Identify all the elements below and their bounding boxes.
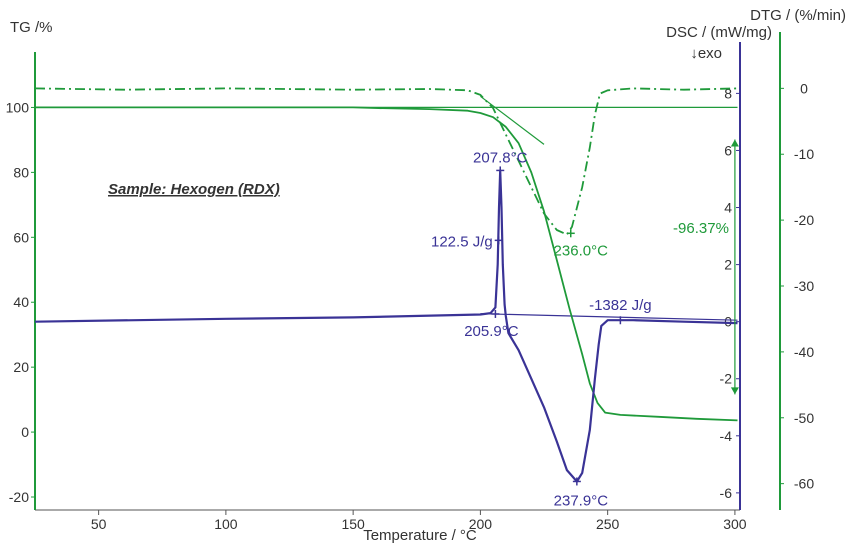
sample-label: Sample: Hexogen (RDX) xyxy=(108,181,280,198)
annotation-label: 236.0°C xyxy=(554,242,609,259)
axes-layer: 50 100 150 200 250 300-20020406080100-6-4-202… xyxy=(6,32,814,532)
dtg-tick-label: -60 xyxy=(794,476,814,492)
series-layer xyxy=(34,87,738,483)
dtg-series-line xyxy=(34,87,738,236)
annotation-label: 207.8°C xyxy=(473,149,528,166)
dtg-tick-label: 0 xyxy=(800,80,808,96)
tg-tick-label: 40 xyxy=(13,294,29,310)
x-axis-title: Temperature / °C xyxy=(363,527,477,543)
dsc-tick-label: 4 xyxy=(724,200,732,216)
dtg-axis-title: DTG / (%/min) xyxy=(750,7,846,24)
dtg-tick-label: -20 xyxy=(794,212,814,228)
x-tick-label: 50 xyxy=(91,516,107,532)
mass-change-label: -96.37% xyxy=(673,220,729,237)
x-tick-label: 300 xyxy=(723,516,747,532)
tg-tick-label: 80 xyxy=(13,164,29,180)
dtg-tick-label: -10 xyxy=(794,146,814,162)
dsc-tick-label: 8 xyxy=(724,85,732,101)
annotation-label: 205.9°C xyxy=(464,323,519,340)
dtg-tick-label: -50 xyxy=(794,410,814,426)
x-tick-label: 100 xyxy=(214,516,238,532)
dsc-tick-label: 6 xyxy=(724,142,732,158)
dtg-baseline xyxy=(480,95,545,145)
exo-direction-label: ↓exo xyxy=(690,45,722,62)
tg-tick-label: -20 xyxy=(9,489,29,505)
annotations-layer: 207.8°C 122.5 J/g 205.9°C -1382 J/g 237.9°C 2… xyxy=(431,139,739,509)
dsc-tick-label: 2 xyxy=(724,257,732,273)
dtg-tick-label: -30 xyxy=(794,278,814,294)
annotation-label: -1382 J/g xyxy=(589,297,652,314)
x-tick-label: 200 xyxy=(469,516,493,532)
annotation-label: 122.5 J/g xyxy=(431,233,493,250)
dsc-baseline xyxy=(480,313,738,321)
annotation-label: 237.9°C xyxy=(554,492,609,509)
dsc-tick-label: -4 xyxy=(720,428,733,444)
tg-tick-label: 60 xyxy=(13,229,29,245)
x-tick-label: 150 xyxy=(341,516,365,532)
dtg-tick-label: -40 xyxy=(794,344,814,360)
tg-tick-label: 20 xyxy=(13,359,29,375)
dsc-tick-label: -6 xyxy=(720,485,733,501)
dsc-axis-title: DSC / (mW/mg) xyxy=(666,24,772,41)
dsc-tick-label: 0 xyxy=(724,314,732,330)
tg-axis-title: TG /% xyxy=(10,19,53,36)
dsc-series-line xyxy=(34,169,738,483)
mass-change-arrowhead-top xyxy=(730,139,739,147)
tg-tick-label: 0 xyxy=(21,424,29,440)
tg-tick-label: 100 xyxy=(6,99,30,115)
mass-change-arrowhead-bottom xyxy=(730,387,739,395)
tg-series-line xyxy=(35,106,738,422)
dsc-tick-label: -2 xyxy=(720,371,733,387)
x-tick-label: 250 xyxy=(596,516,620,532)
